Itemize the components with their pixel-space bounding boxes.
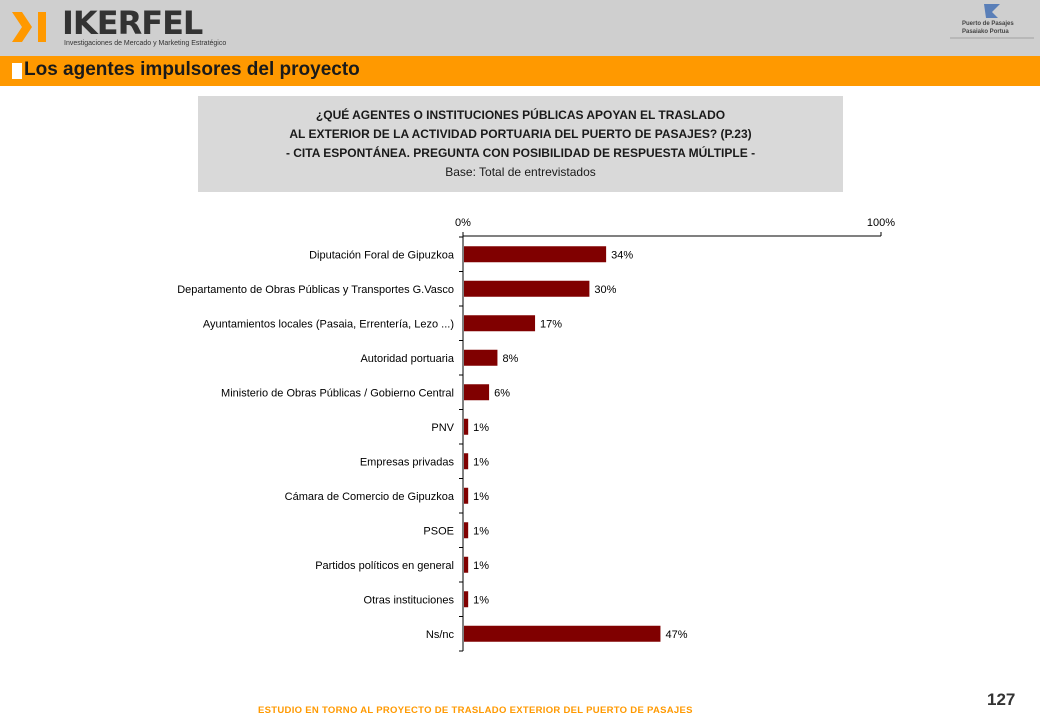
question-base: Base: Total de entrevistados bbox=[445, 165, 596, 179]
data-label: 17% bbox=[540, 318, 562, 330]
port-logo-text: Puerto de Pasajes Pasaiako Portua bbox=[962, 20, 1036, 36]
question-line-3: - CITA ESPONTÁNEA. PREGUNTA CON POSIBILI… bbox=[285, 146, 756, 160]
header-bar bbox=[0, 0, 1040, 56]
question-line-1: ¿QUÉ AGENTES O INSTITUCIONES PÚBLICAS AP… bbox=[315, 108, 726, 122]
title-bar bbox=[0, 56, 1040, 86]
data-label: 34% bbox=[611, 249, 633, 261]
category-label: Ayuntamientos locales (Pasaia, Errenterí… bbox=[203, 318, 454, 330]
question-box: ¿QUÉ AGENTES O INSTITUCIONES PÚBLICAS AP… bbox=[198, 96, 843, 192]
x-tick-label: 0% bbox=[455, 217, 471, 229]
bar bbox=[464, 384, 490, 401]
category-label: Ministerio de Obras Públicas / Gobierno … bbox=[221, 387, 454, 399]
port-logo-line1: Puerto de Pasajes bbox=[962, 21, 1014, 27]
data-label: 1% bbox=[473, 456, 489, 468]
bar bbox=[464, 487, 469, 504]
port-logo-icon bbox=[950, 4, 1034, 39]
bar bbox=[464, 349, 498, 366]
data-label: 1% bbox=[473, 594, 489, 606]
category-label: Cámara de Comercio de Gipuzkoa bbox=[285, 491, 455, 503]
category-label: Partidos políticos en general bbox=[315, 560, 454, 572]
page-title: Los agentes impulsores del proyecto bbox=[24, 59, 360, 80]
bar bbox=[464, 556, 469, 573]
category-label: Otras instituciones bbox=[364, 594, 455, 606]
bar bbox=[464, 453, 469, 470]
data-label: 47% bbox=[665, 629, 687, 641]
data-label: 1% bbox=[473, 560, 489, 572]
data-label: 1% bbox=[473, 525, 489, 537]
data-label: 1% bbox=[473, 491, 489, 503]
bar bbox=[464, 280, 590, 297]
port-logo-line2: Pasaiako Portua bbox=[962, 29, 1009, 35]
data-label: 8% bbox=[502, 353, 518, 365]
category-label: PSOE bbox=[423, 525, 454, 537]
category-label: Autoridad portuaria bbox=[360, 353, 454, 365]
brand-tagline: Investigaciones de Mercado y Marketing E… bbox=[64, 40, 227, 47]
footer-study-title: ESTUDIO EN TORNO AL PROYECTO DE TRASLADO… bbox=[258, 705, 693, 716]
category-label: Ns/nc bbox=[426, 629, 455, 641]
category-label: Empresas privadas bbox=[360, 456, 455, 468]
bar bbox=[464, 315, 536, 332]
category-label: Departamento de Obras Públicas y Transpo… bbox=[177, 284, 454, 296]
brand-name: IKERFEL bbox=[62, 4, 203, 42]
bar bbox=[464, 418, 469, 435]
data-label: 6% bbox=[494, 387, 510, 399]
bar bbox=[464, 591, 469, 608]
data-label: 1% bbox=[473, 422, 489, 434]
data-label: 30% bbox=[594, 284, 616, 296]
x-tick-label: 100% bbox=[867, 217, 895, 229]
bar-chart: 0% 100% Diputación Foral de Gipuzkoa 34% Dep… bbox=[177, 217, 895, 652]
bar bbox=[464, 246, 607, 263]
bar bbox=[464, 522, 469, 539]
ikerfel-logo-icon bbox=[12, 12, 46, 42]
question-line-2: AL EXTERIOR DE LA ACTIVIDAD PORTUARIA DE… bbox=[289, 127, 752, 141]
category-label: PNV bbox=[431, 422, 454, 434]
bar bbox=[464, 625, 661, 642]
category-label: Diputación Foral de Gipuzkoa bbox=[309, 249, 455, 261]
title-marker bbox=[12, 63, 22, 79]
page-number: 127 bbox=[987, 690, 1016, 709]
